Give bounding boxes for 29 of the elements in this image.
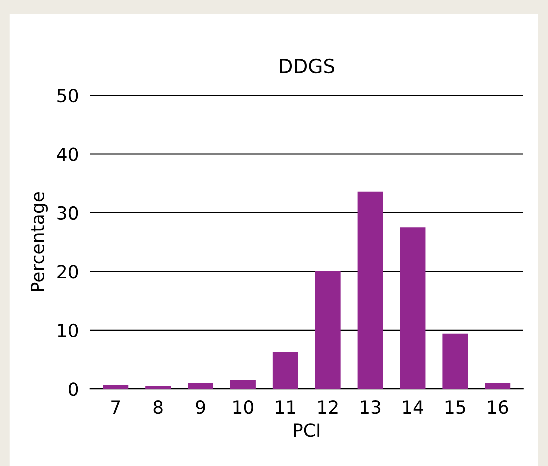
y-tick-label: 50 (58, 88, 78, 103)
y-tick-label: 30 (58, 206, 78, 220)
chart-title: DDGS (280, 58, 334, 74)
bar (442, 334, 468, 390)
x-tick-label: 9 (196, 400, 206, 414)
y-tick-label: 20 (58, 265, 78, 279)
x-tick-label: 14 (403, 400, 424, 414)
bar (146, 386, 172, 390)
x-tick-label: 12 (318, 400, 338, 414)
y-axis-title: Percentage (31, 192, 48, 292)
x-tick-label: 8 (154, 400, 163, 414)
x-tick-label: 7 (112, 400, 120, 414)
x-tick-label: 10 (234, 400, 254, 414)
x-tick-label: 13 (361, 400, 381, 414)
y-tick-label: 10 (58, 324, 78, 338)
bar (315, 271, 341, 390)
bar (485, 383, 511, 390)
x-tick-label: 16 (488, 400, 508, 414)
x-tick-label: 15 (446, 400, 466, 414)
bar (358, 192, 384, 390)
bar (272, 352, 298, 390)
bar (188, 383, 214, 390)
bar (230, 380, 256, 390)
bar (400, 228, 426, 390)
y-tick-label: 0 (69, 382, 78, 396)
y-tick-label: 40 (57, 148, 78, 162)
x-axis-title: PCI (294, 424, 320, 438)
bar (103, 385, 129, 390)
x-tick-label: 11 (276, 400, 296, 414)
